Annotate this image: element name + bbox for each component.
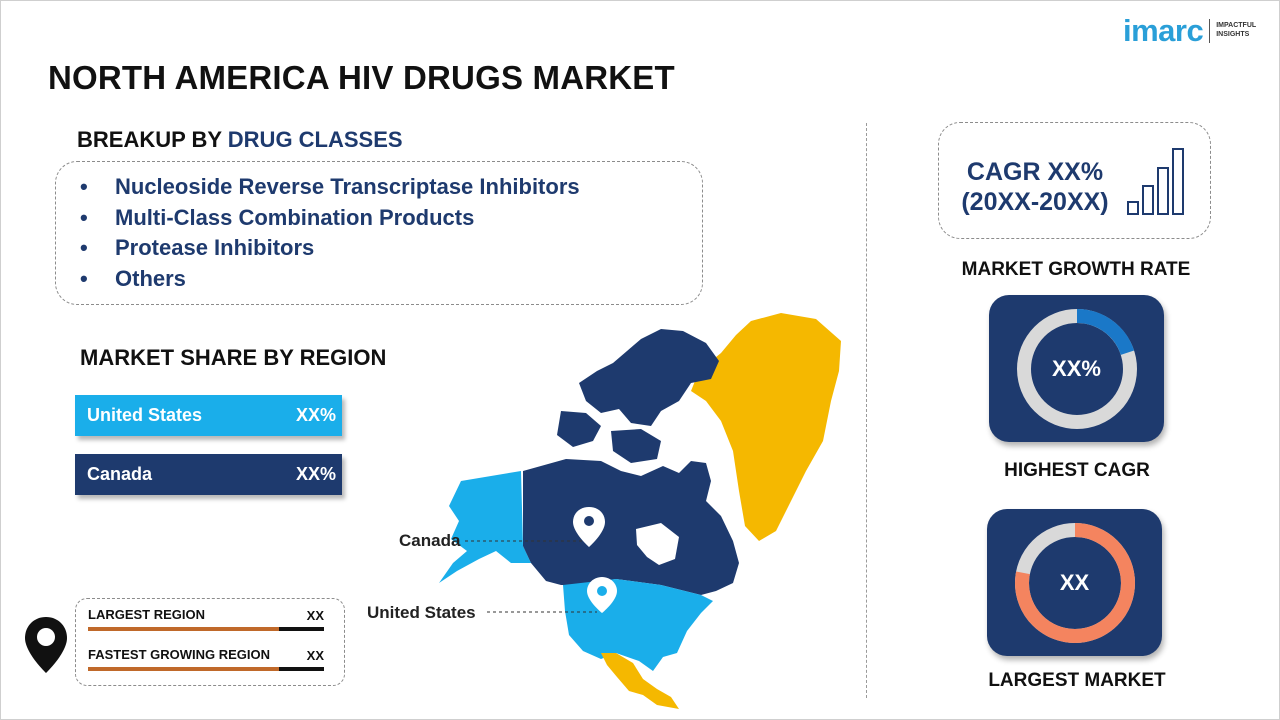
cagr-text: CAGR XX% (20XX-20XX) — [955, 157, 1115, 217]
north-america-map — [439, 313, 841, 709]
cagr-line-2: (20XX-20XX) — [961, 188, 1109, 216]
highest-cagr-arc — [1016, 308, 1137, 429]
region-value: XX% — [295, 405, 336, 425]
largest-market-donut — [1014, 522, 1135, 643]
drug-classes-box: • Nucleoside Reverse Transcriptase Inhibi… — [55, 161, 703, 305]
logo-word: imarc — [1123, 13, 1204, 48]
canada-pin-icon — [573, 507, 605, 547]
map-label-canada: Canada — [399, 531, 461, 550]
fastest-region-fill — [88, 667, 280, 671]
imarc-logo: imarc IMPACTFUL INSIGHTS — [1123, 15, 1256, 46]
region-value: XX% — [295, 464, 336, 484]
breakup-heading-prefix: BREAKUP BY — [77, 127, 228, 152]
growth-bars-icon — [1127, 148, 1184, 215]
highest-cagr-donut — [1016, 308, 1137, 429]
map-label-united-states: United States — [367, 603, 476, 622]
breakup-heading-accent: DRUG CLASSES — [227, 127, 403, 152]
highest-cagr-value: XX% — [1052, 355, 1101, 381]
logo-divider — [1209, 18, 1211, 43]
alaska-shape — [439, 471, 531, 583]
united-states-shape — [563, 579, 713, 671]
list-item: • Protease Inhibitors — [80, 233, 702, 264]
page-title: NORTH AMERICA HIV DRUGS MARKET — [48, 59, 675, 96]
largest-region-label: LARGEST REGION — [88, 607, 206, 622]
region-bar-canada: Canada XX% — [75, 454, 342, 495]
logo-tagline-2: INSIGHTS — [1216, 30, 1250, 38]
market-growth-rate-caption: MARKET GROWTH RATE — [961, 259, 1191, 280]
region-legend-box: LARGEST REGION XX FASTEST GROWING REGION… — [75, 598, 345, 686]
logo-tagline-1: IMPACTFUL — [1216, 22, 1257, 30]
drug-classes-list: • Nucleoside Reverse Transcriptase Inhibi… — [56, 162, 702, 294]
region-name: United States — [87, 405, 203, 425]
drug-class-label: Protease Inhibitors — [115, 235, 315, 260]
highest-cagr-caption: HIGHEST CAGR — [1004, 460, 1150, 481]
breakup-heading: BREAKUP BY DRUG CLASSES — [77, 127, 403, 153]
bullet: • — [80, 204, 88, 230]
greenland-shape — [691, 313, 841, 541]
fastest-region-label: FASTEST GROWING REGION — [88, 647, 271, 662]
largest-region-track — [88, 627, 324, 631]
fastest-region-value: XX — [306, 648, 324, 663]
location-pin-icon — [25, 617, 67, 673]
united-states-pin-icon — [587, 577, 617, 613]
drug-class-label: Multi-Class Combination Products — [115, 204, 475, 230]
list-item: • Nucleoside Reverse Transcriptase Inhibi… — [80, 172, 702, 203]
list-item: • Multi-Class Combination Products — [80, 203, 702, 234]
bullet: • — [80, 235, 88, 260]
arctic-islands-shape — [611, 429, 661, 463]
market-share-heading: MARKET SHARE BY REGION — [80, 345, 387, 370]
largest-market-tile: XX — [987, 509, 1162, 656]
hudson-bay-shape — [636, 523, 679, 565]
logo-tagline: IMPACTFUL INSIGHTS — [1216, 22, 1256, 38]
drug-class-label: Others — [115, 265, 186, 291]
cagr-box: CAGR XX% (20XX-20XX) — [938, 122, 1211, 239]
bullet: • — [80, 265, 88, 291]
largest-market-arc — [1014, 522, 1135, 643]
fastest-region-track — [88, 667, 324, 671]
largest-market-caption: LARGEST MARKET — [988, 670, 1166, 691]
largest-market-value: XX — [1059, 569, 1090, 595]
list-item: • Others — [80, 264, 702, 295]
column-divider — [866, 123, 867, 698]
region-bar-united-states: United States XX% — [75, 395, 342, 436]
canada-shape — [523, 459, 739, 595]
region-name: Canada — [87, 464, 153, 484]
drug-class-label: Nucleoside Reverse Transcriptase Inhibit… — [115, 174, 580, 199]
largest-region-fill — [88, 627, 280, 631]
cagr-line-1: CAGR XX% — [966, 158, 1104, 186]
largest-region-value: XX — [306, 608, 324, 623]
arctic-islands-shape — [579, 329, 719, 426]
mexico-shape — [601, 653, 679, 709]
arctic-islands-shape — [557, 411, 601, 447]
highest-cagr-tile: XX% — [989, 295, 1164, 442]
bullet: • — [80, 174, 88, 199]
